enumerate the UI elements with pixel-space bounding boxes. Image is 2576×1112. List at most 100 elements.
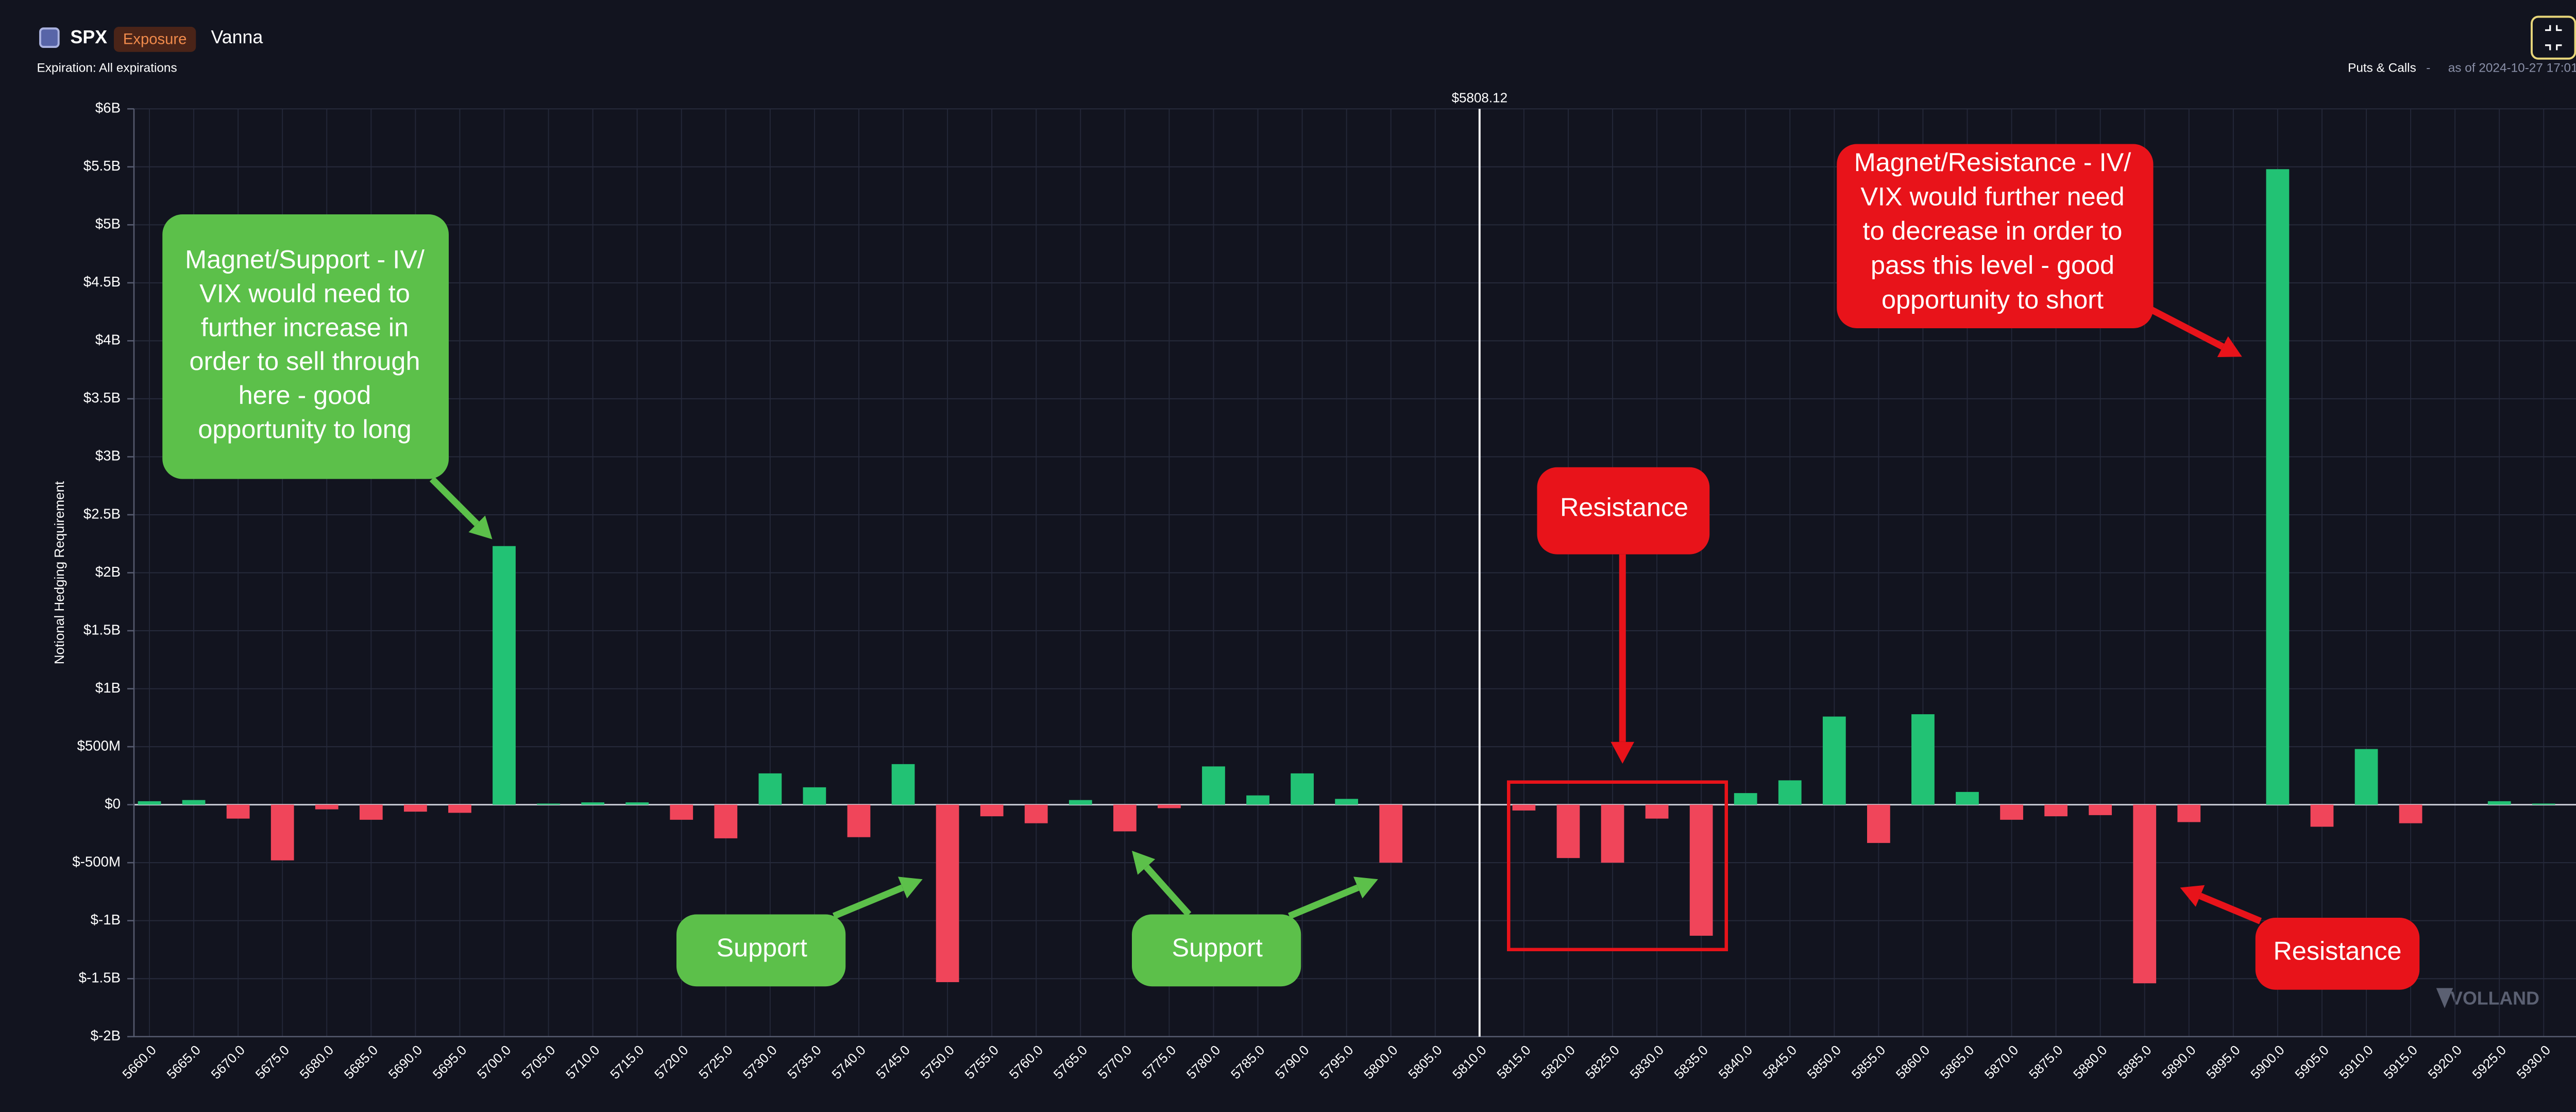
annotation-text: VIX would need to — [199, 278, 410, 308]
annotation-text: order to sell through — [190, 346, 420, 376]
arrow-head — [1353, 877, 1378, 899]
annotation-text: further increase in — [201, 312, 409, 342]
annotation-box — [162, 214, 449, 479]
bar — [1379, 804, 1403, 863]
bar — [1335, 799, 1359, 805]
bar — [2310, 804, 2334, 827]
bar — [226, 804, 250, 819]
annotation-text: opportunity to short — [1882, 284, 2104, 314]
y-tick-label: $4B — [95, 332, 121, 348]
y-tick-label: $3.5B — [83, 390, 121, 406]
bar — [1069, 800, 1092, 805]
annotation-box — [2255, 918, 2420, 990]
y-tick-label: $-1.5B — [79, 970, 121, 986]
y-tick-label: $-500M — [72, 853, 121, 869]
bar — [270, 804, 294, 861]
arrow-head — [2180, 885, 2205, 907]
annotation-box — [1837, 144, 2154, 328]
checkbox[interactable] — [39, 27, 60, 48]
arrow-shaft — [1288, 884, 1360, 919]
bar — [1024, 804, 1048, 823]
bar — [2089, 804, 2112, 815]
watermark: VOLLAND — [2450, 988, 2539, 1009]
annotation-text: Magnet/Support - IV/ — [185, 244, 425, 274]
y-tick-label: $5B — [95, 216, 121, 232]
bar — [1246, 795, 1269, 805]
y-tick-label: $1B — [95, 680, 121, 696]
spot-label: $5808.12 — [1452, 90, 1507, 106]
annotation-text: Support — [1172, 933, 1263, 962]
bar — [980, 804, 1004, 817]
annotation-text: here - good — [239, 380, 371, 410]
bar — [670, 804, 693, 820]
y-tick-label: $1.5B — [83, 621, 121, 637]
annotation-text: Magnet/Resistance - IV/ — [1854, 147, 2131, 177]
fullscreen-icon — [2545, 25, 2562, 50]
annotation-box — [1537, 467, 1710, 554]
y-axis-title: Notional Hedging Requirement — [52, 481, 67, 664]
bar — [1202, 766, 1225, 805]
bar — [404, 804, 427, 812]
as-of: as of 2024-10-27 17:01:00 — [2448, 61, 2576, 75]
bar — [1911, 714, 1935, 805]
bar — [1689, 804, 1713, 936]
bar — [581, 802, 605, 805]
arrow-head — [468, 515, 493, 540]
arrow-shaft — [833, 884, 904, 919]
arrow-head — [2217, 336, 2242, 357]
bar — [448, 804, 471, 813]
badge: Exposure — [123, 31, 187, 48]
arrow-shaft — [1144, 865, 1192, 917]
highlight-box — [1507, 780, 1728, 951]
bar — [2532, 803, 2555, 805]
bar — [1556, 804, 1580, 858]
annotation-box — [676, 914, 846, 987]
bar — [1822, 716, 1846, 805]
y-tick-label: $4.5B — [83, 274, 121, 290]
bar — [936, 804, 959, 982]
annotation-text: to decrease in order to — [1863, 216, 2123, 245]
annotation-box — [1132, 914, 1301, 987]
arrow-head — [898, 877, 923, 899]
bar — [1645, 804, 1669, 819]
bar — [1956, 791, 1979, 805]
bar — [1291, 773, 1314, 805]
bar — [1778, 780, 1802, 805]
arrow-head — [1132, 851, 1156, 875]
bar — [1113, 804, 1137, 832]
expiration: Expiration: All expirations — [37, 61, 177, 75]
bar — [2266, 169, 2290, 805]
y-tick-label: $5.5B — [83, 158, 121, 174]
bar — [359, 804, 383, 820]
bar — [182, 800, 206, 805]
y-tick-label: $2B — [95, 564, 121, 580]
bar — [493, 546, 516, 805]
bar — [2354, 749, 2378, 805]
bar — [2133, 804, 2157, 984]
annotation-text: Resistance — [1560, 492, 1688, 521]
metric: Vanna — [211, 27, 263, 47]
bar — [2044, 804, 2067, 817]
arrow-shaft — [429, 476, 480, 527]
fullscreen-button[interactable] — [2531, 15, 2576, 60]
arrow-shaft — [2199, 892, 2262, 924]
annotation-text: Support — [717, 933, 807, 962]
annotation-text: opportunity to long — [198, 414, 411, 444]
annotation-text: pass this level - good — [1871, 250, 2114, 280]
bar — [625, 802, 649, 805]
bar — [315, 804, 338, 810]
symbol: SPX — [71, 27, 108, 47]
bar — [1512, 804, 1536, 811]
badge-bg — [114, 27, 196, 52]
y-tick-label: $0 — [105, 796, 121, 812]
bar — [891, 764, 915, 805]
bar — [714, 804, 738, 838]
y-tick-label: $6B — [95, 100, 121, 116]
bar — [847, 804, 871, 837]
y-tick-label: $2.5B — [83, 506, 121, 521]
bar — [537, 803, 560, 805]
watermark-logo — [2436, 988, 2453, 1008]
bar — [138, 801, 161, 805]
arrow-head — [1611, 742, 1634, 764]
